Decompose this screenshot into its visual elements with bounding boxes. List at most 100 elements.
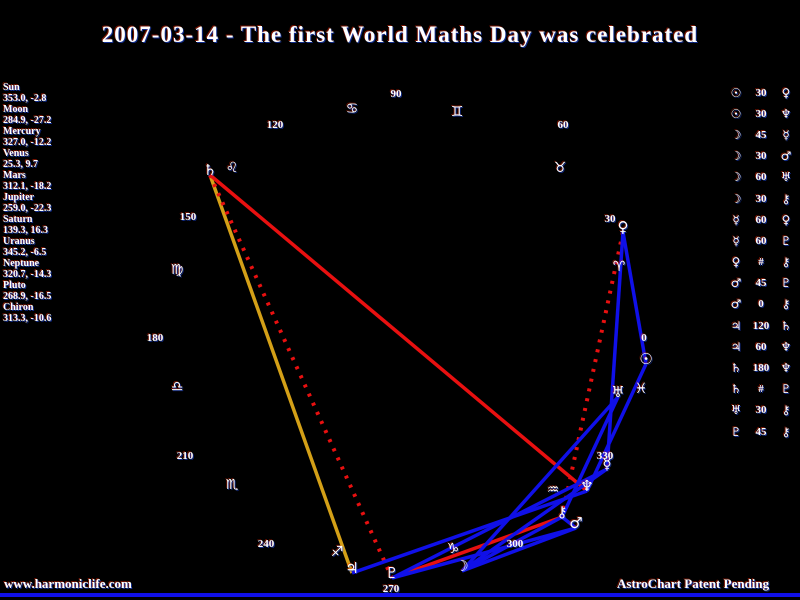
planet-venus-icon: ♀ <box>618 218 629 236</box>
aspect-line-venus-chiron <box>560 231 625 518</box>
planet-sun-icon: ☉ <box>639 350 652 368</box>
aspect-row: ☽ 30 ♂ <box>726 146 796 167</box>
aspect-line-mercury-pluto <box>391 467 608 580</box>
aspect-row: ♀ # ⚷ <box>726 252 796 273</box>
chiron-icon: ⚷ <box>781 403 791 418</box>
aspect-value: # <box>758 383 764 396</box>
zodiac-aquarius-icon: ♒ <box>547 482 560 498</box>
chiron-icon: ⚷ <box>781 255 791 270</box>
degree-label-0: 0 <box>641 332 647 344</box>
venus-icon: ♀ <box>781 85 791 100</box>
aspect-row: ♂ 45 ♇ <box>726 273 796 294</box>
planet-coordinates: 327.0, -12.2 <box>3 137 52 148</box>
planet-coordinates: 284.9, -27.2 <box>3 115 52 126</box>
aspect-line-jupiter-neptune <box>351 489 588 575</box>
planet-saturn-icon: ♄ <box>203 161 216 179</box>
zodiac-libra-icon: ♎ <box>171 379 184 395</box>
planet-mercury-icon: ☿ <box>602 455 611 473</box>
degree-label-330: 330 <box>597 450 614 462</box>
pluto-icon: ♇ <box>780 233 792 248</box>
saturn-icon: ♄ <box>730 382 742 397</box>
aspect-row: ♃ 120 ♄ <box>726 315 796 336</box>
planet-name: Saturn <box>3 214 33 225</box>
planet-coordinates: 353.0, -2.8 <box>3 93 47 104</box>
degree-label-240: 240 <box>258 538 275 550</box>
moon-icon: ☽ <box>730 191 742 206</box>
planet-moon-icon: ☽ <box>455 557 468 575</box>
pluto-icon: ♇ <box>780 382 792 397</box>
aspect-line-saturn-neptune <box>208 173 589 493</box>
aspect-row: ☽ 60 ♅ <box>726 167 796 188</box>
planet-mars-icon: ♂ <box>569 514 582 532</box>
aspect-value: 60 <box>755 340 767 353</box>
aspect-value: 30 <box>755 404 767 417</box>
zodiac-gemini-icon: ♊ <box>451 104 464 120</box>
aspect-line-sun-venus <box>621 231 648 365</box>
planet-name: Pluto <box>3 280 26 291</box>
aspect-value: 180 <box>752 362 770 375</box>
aspect-line-mars-pluto <box>391 526 577 580</box>
mars-icon: ♂ <box>780 149 792 164</box>
aspect-value: 60 <box>755 171 767 184</box>
moon-icon: ☽ <box>730 170 742 185</box>
chiron-icon: ⚷ <box>781 191 791 206</box>
mars-icon: ♂ <box>730 276 742 291</box>
planet-jupiter-icon: ♃ <box>345 559 358 577</box>
patent-pending-text: AstroChart Patent Pending <box>617 576 770 591</box>
aspect-line-saturn-jupiter <box>208 174 354 574</box>
aspect-line-pluto-chiron <box>391 515 563 580</box>
uranus-icon: ♅ <box>780 170 792 185</box>
aspect-value: 30 <box>755 150 767 163</box>
saturn-icon: ♄ <box>730 361 742 376</box>
zodiac-scorpio-icon: ♏ <box>226 477 239 493</box>
aspect-line-sun-neptune <box>585 363 648 492</box>
aspect-row: ♄ 180 ♆ <box>726 357 796 378</box>
jupiter-icon: ♃ <box>730 318 742 333</box>
planet-name: Venus <box>3 148 29 159</box>
aspect-value: # <box>758 256 764 269</box>
aspect-line-moon-uranus <box>460 395 620 573</box>
planet-coordinates: 312.1, -18.2 <box>3 181 52 192</box>
aspect-row: ♄ # ♇ <box>726 379 796 400</box>
aspect-line-mercury-venus <box>605 231 625 470</box>
pluto-icon: ♇ <box>730 424 742 439</box>
page-title: 2007-03-14 - The first World Maths Day w… <box>101 22 699 47</box>
planet-coordinates: 259.0, -22.3 <box>3 203 52 214</box>
planet-name: Jupiter <box>3 192 35 203</box>
zodiac-leo-icon: ♌ <box>226 160 239 176</box>
saturn-icon: ♄ <box>780 318 792 333</box>
aspect-value: 45 <box>755 277 767 290</box>
planet-coordinates: 25.3, 9.7 <box>3 159 38 170</box>
planet-name: Chiron <box>3 302 34 313</box>
aspect-value: 0 <box>758 298 764 311</box>
degree-label-150: 150 <box>180 211 197 223</box>
degree-label-60: 60 <box>558 119 570 131</box>
planet-coordinates: 268.9, -16.5 <box>3 291 52 302</box>
venus-icon: ♀ <box>781 212 791 227</box>
sun-icon: ☉ <box>730 106 742 121</box>
aspect-row: ☽ 45 ☿ <box>726 124 796 145</box>
aspect-value: 30 <box>755 107 767 120</box>
planet-coordinates: 345.2, -6.5 <box>3 247 47 258</box>
aspect-value: 30 <box>755 86 767 99</box>
website-url-text: www.harmoniclife.com <box>4 576 132 591</box>
degree-label-270: 270 <box>383 583 400 595</box>
planet-name: Moon <box>3 104 28 115</box>
zodiac-virgo-icon: ♍ <box>171 262 184 278</box>
aspect-value: 60 <box>755 213 767 226</box>
aspect-line-saturn-pluto <box>208 174 394 579</box>
zodiac-pisces-icon: ♓ <box>635 381 648 397</box>
aspect-line-uranus-chiron <box>560 396 620 518</box>
mercury-icon: ☿ <box>782 127 790 142</box>
venus-icon: ♀ <box>731 255 741 270</box>
aspect-row: ♃ 60 ♆ <box>726 336 796 357</box>
degree-label-30: 30 <box>605 213 617 225</box>
mercury-icon: ☿ <box>732 212 740 227</box>
aspect-value: 120 <box>752 319 770 332</box>
aspect-value: 60 <box>755 234 767 247</box>
aspect-row: ☉ 30 ♆ <box>726 103 796 124</box>
planet-name: Mercury <box>3 126 41 137</box>
planet-chiron-icon: ⚷ <box>557 503 568 521</box>
aspect-value: 45 <box>755 425 767 438</box>
